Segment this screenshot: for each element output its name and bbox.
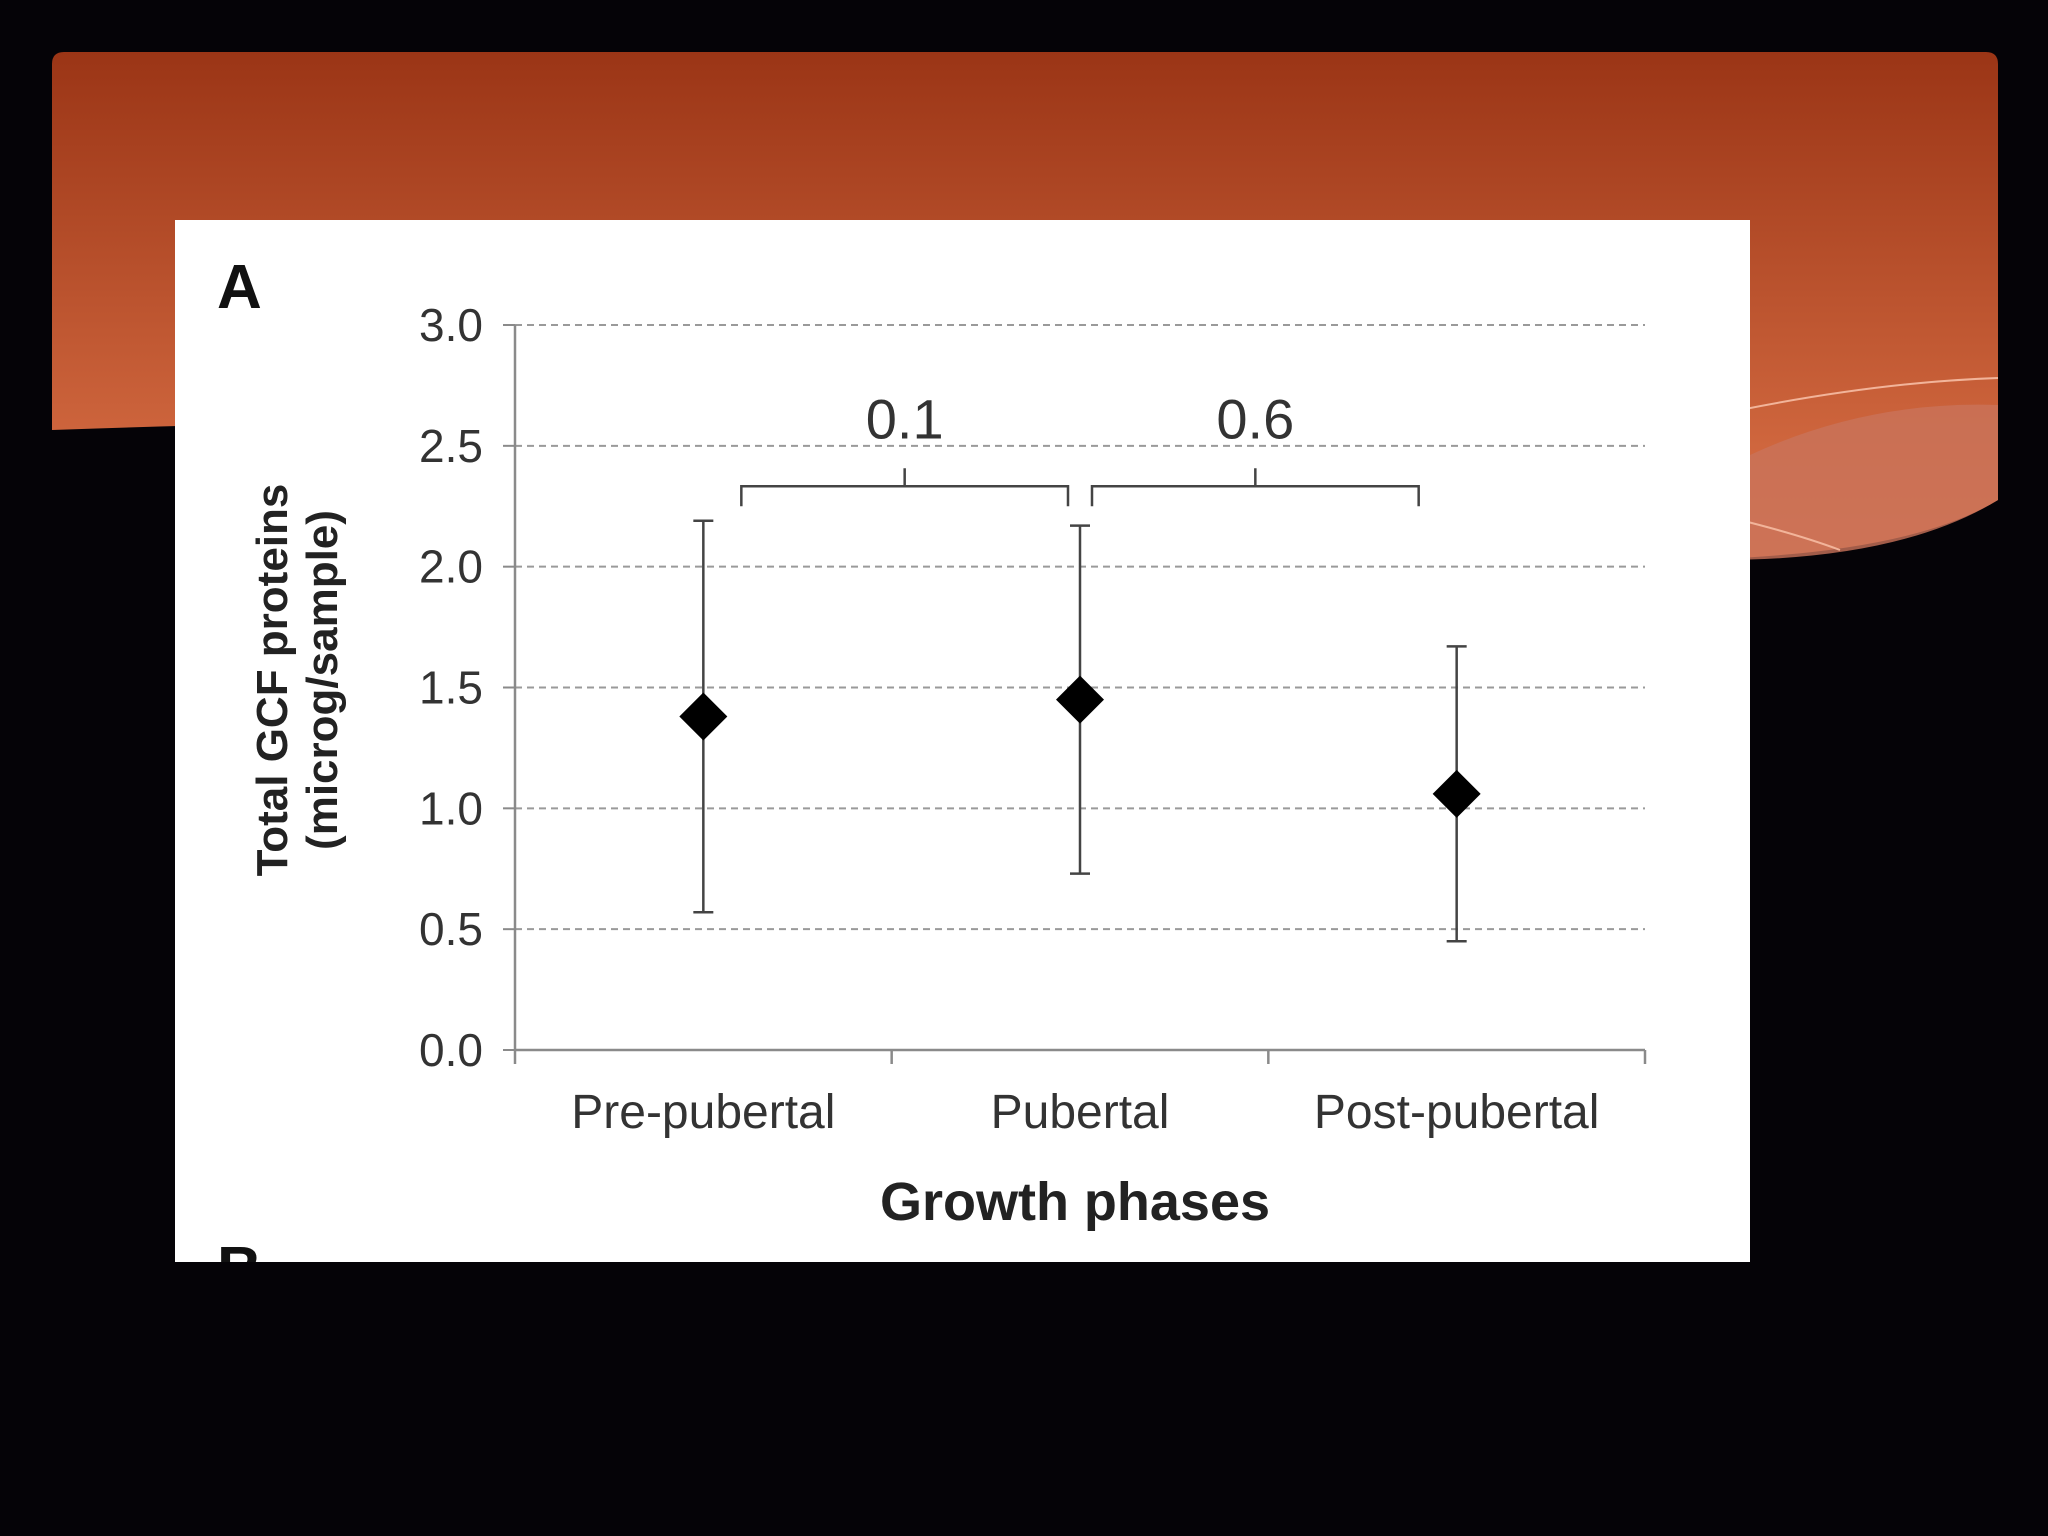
y-axis-title-line-1: Total GCF proteins [248, 484, 297, 877]
y-axis-title: Total GCF proteins (microg/sample) [248, 484, 347, 877]
y-axis-title-line-2: (microg/sample) [298, 510, 347, 850]
axes [503, 324, 1647, 1064]
banner-swoosh [1739, 377, 1999, 411]
y-tick-labels: 0.0 0.5 1.0 1.5 2.0 2.5 3.0 [419, 299, 483, 1076]
panel-letter-b: B [217, 1235, 262, 1262]
x-category-label-0: Pre-pubertal [571, 1086, 835, 1139]
y-tick-label-6: 3.0 [419, 299, 483, 351]
x-category-labels: Pre-pubertal Pubertal Post-pubertal [571, 1086, 1599, 1139]
y-tick-label-5: 2.5 [419, 420, 483, 472]
chart: A B 0.0 0.5 1.0 1.5 2.0 2.5 3.0 Pre-pubertal Pu… [217, 253, 1647, 1262]
banner-swoosh-lower [1739, 519, 1841, 551]
figure-panel: A B 0.0 0.5 1.0 1.5 2.0 2.5 3.0 Pre-pubertal Pu… [175, 220, 1750, 1262]
error-bars [693, 519, 1467, 943]
comparison-label-1: 0.6 [1216, 387, 1294, 450]
banner-wave-right [1720, 404, 1998, 560]
data-point-2 [1432, 769, 1481, 818]
y-tick-label-3: 1.5 [419, 662, 483, 714]
y-tick-label-0: 0.0 [419, 1024, 483, 1076]
comparison-label-0: 0.1 [866, 387, 944, 450]
y-tick-label-2: 1.0 [419, 782, 483, 834]
x-category-label-2: Post-pubertal [1314, 1086, 1600, 1139]
data-point-1 [1056, 675, 1104, 724]
comparison-bracket-1 [1090, 468, 1420, 507]
y-tick-label-4: 2.0 [419, 541, 483, 593]
panel-letter-a: A [217, 253, 262, 322]
comparison-bracket-0 [740, 468, 1070, 507]
y-tick-label-1: 0.5 [419, 903, 483, 955]
data-points [679, 675, 1481, 818]
x-category-label-1: Pubertal [991, 1086, 1170, 1139]
data-point-0 [679, 692, 728, 741]
x-axis-title: Growth phases [880, 1172, 1270, 1232]
comparison-brackets: 0.1 0.6 [740, 387, 1420, 507]
